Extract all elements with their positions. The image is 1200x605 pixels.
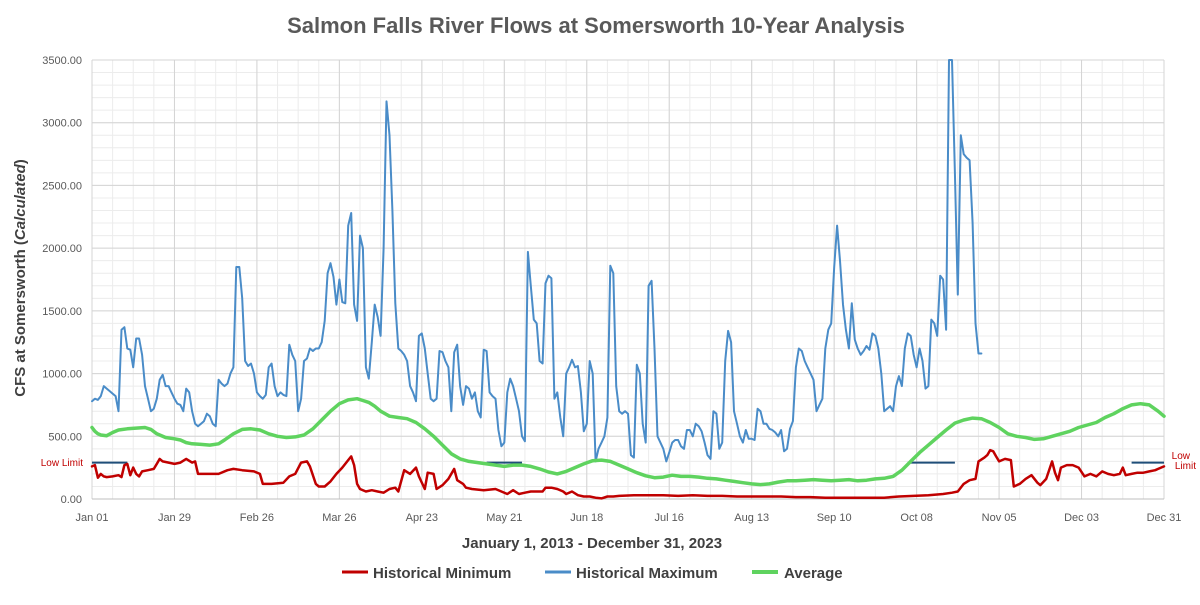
x-tick-label: Jan 29 <box>158 512 191 524</box>
y-tick-label: 3000.00 <box>42 118 82 130</box>
grid <box>91 59 1165 500</box>
x-tick-label: Jun 18 <box>570 512 603 524</box>
legend-label-avg: Average <box>784 565 843 582</box>
x-tick-label: Dec 03 <box>1064 512 1099 524</box>
series-line-min <box>90 448 1166 500</box>
low-limit-label-right-1: Low <box>1172 451 1191 462</box>
series-line-avg <box>90 396 1166 487</box>
y-axis-label-italic: Calculated <box>12 163 29 240</box>
legend-label-max: Historical Maximum <box>576 565 718 582</box>
y-axis-ticks: 0.00 500.00 1000.00 1500.00 2000.00 2500.00 30… <box>42 55 82 506</box>
x-axis-ticks: Jan 01 Jan 29 Feb 26 Mar 26 Apr 23 May 21 Jun … <box>75 512 1181 524</box>
y-tick-label: 500.00 <box>48 431 82 443</box>
x-tick-label: Mar 26 <box>322 512 356 524</box>
x-tick-label: May 21 <box>486 512 522 524</box>
x-tick-label: Jul 16 <box>655 512 684 524</box>
y-tick-label: 3500.00 <box>42 55 82 67</box>
x-tick-label: Sep 10 <box>817 512 852 524</box>
low-limit-label-left: Low Limit <box>41 458 83 469</box>
x-tick-label: Jan 01 <box>75 512 108 524</box>
y-axis-label-close: ) <box>12 159 29 164</box>
y-tick-label: 1500.00 <box>42 306 82 318</box>
series-lines <box>90 59 1166 500</box>
series-line-max <box>91 59 983 463</box>
x-axis-label: January 1, 2013 - December 31, 2023 <box>462 535 722 552</box>
x-tick-label: Dec 31 <box>1147 512 1182 524</box>
low-limit-label-right-2: Limit <box>1175 461 1196 472</box>
y-axis-label-main: CFS at Somersworth ( <box>12 240 29 397</box>
y-tick-label: 2500.00 <box>42 180 82 192</box>
y-tick-label: 0.00 <box>61 494 82 506</box>
y-tick-label: 1000.00 <box>42 369 82 381</box>
x-tick-label: Oct 08 <box>900 512 932 524</box>
y-axis-label: CFS at Somersworth (Calculated) <box>12 159 29 397</box>
legend-label-min: Historical Minimum <box>373 565 511 582</box>
x-tick-label: Feb 26 <box>240 512 274 524</box>
x-tick-label: Nov 05 <box>982 512 1017 524</box>
y-tick-label: 2000.00 <box>42 243 82 255</box>
legend: Historical Minimum Historical Maximum Av… <box>342 565 843 582</box>
chart-title: Salmon Falls River Flows at Somersworth … <box>287 13 905 38</box>
x-tick-label: Aug 13 <box>734 512 769 524</box>
x-tick-label: Apr 23 <box>406 512 438 524</box>
